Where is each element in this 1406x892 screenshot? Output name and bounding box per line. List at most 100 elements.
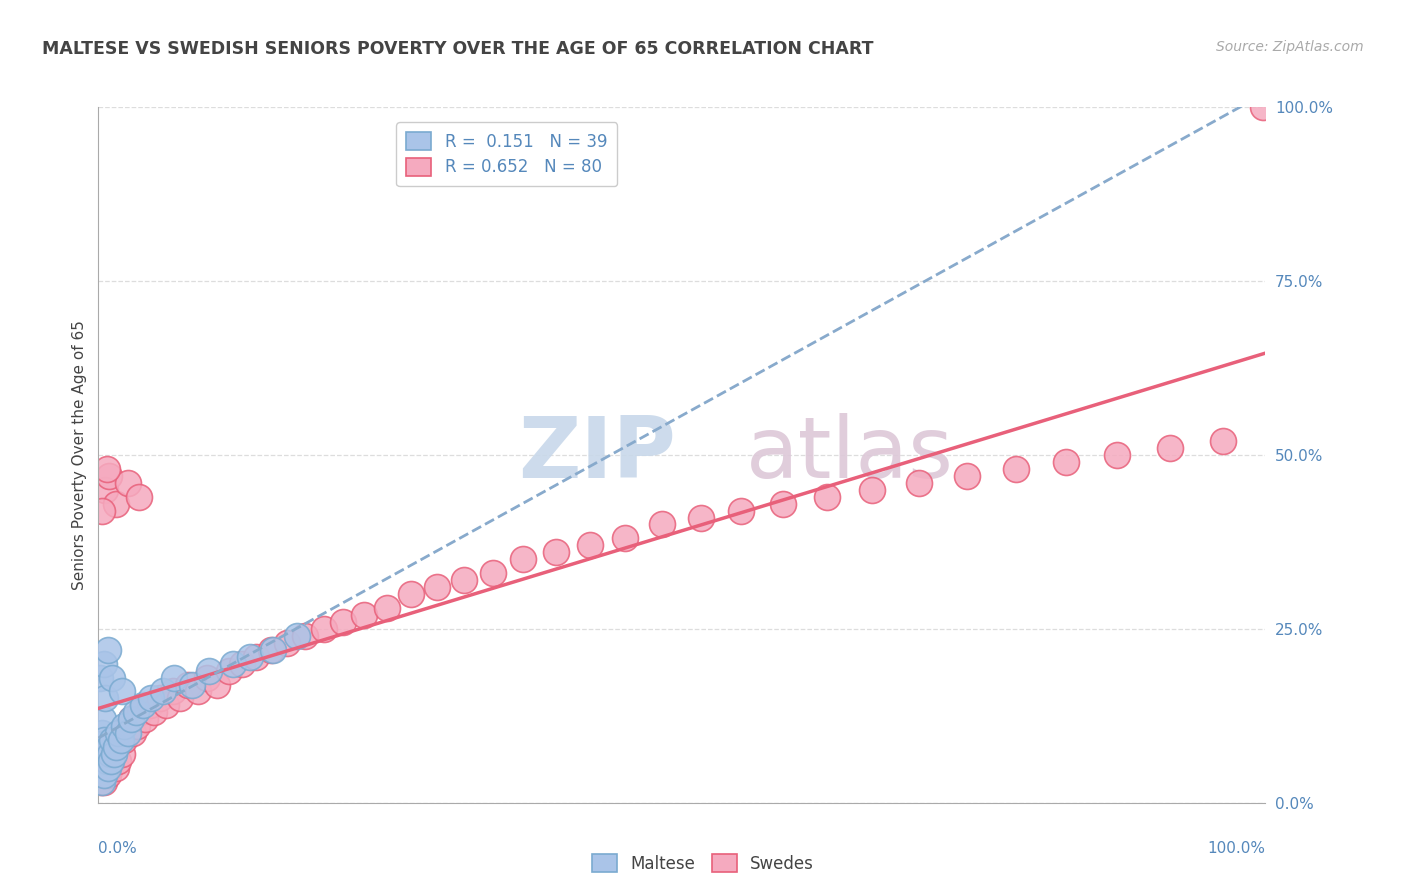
Point bbox=[260, 642, 283, 657]
Point bbox=[195, 671, 218, 685]
Point bbox=[231, 657, 253, 671]
Point bbox=[108, 726, 131, 740]
Point bbox=[90, 740, 112, 755]
Point bbox=[93, 754, 115, 768]
Point bbox=[218, 664, 240, 678]
Text: atlas: atlas bbox=[747, 413, 955, 497]
Legend: R =  0.151   N = 39, R = 0.652   N = 80: R = 0.151 N = 39, R = 0.652 N = 80 bbox=[396, 122, 617, 186]
Text: 0.0%: 0.0% bbox=[98, 841, 138, 856]
Point bbox=[353, 607, 375, 622]
Point bbox=[512, 552, 534, 566]
Point bbox=[294, 629, 316, 643]
Point bbox=[1212, 434, 1234, 448]
Point bbox=[128, 490, 150, 504]
Point bbox=[169, 691, 191, 706]
Point bbox=[117, 726, 139, 740]
Point bbox=[276, 636, 298, 650]
Point bbox=[482, 566, 505, 581]
Point bbox=[97, 761, 120, 775]
Point bbox=[97, 747, 120, 761]
Point bbox=[91, 712, 114, 726]
Point bbox=[91, 747, 114, 761]
Point bbox=[110, 733, 132, 747]
Point bbox=[103, 747, 125, 761]
Point bbox=[426, 580, 449, 594]
Point bbox=[97, 642, 120, 657]
Point bbox=[122, 726, 145, 740]
Point bbox=[107, 726, 129, 740]
Point bbox=[149, 691, 172, 706]
Point bbox=[163, 671, 186, 685]
Point bbox=[613, 532, 636, 546]
Point bbox=[332, 615, 354, 629]
Point bbox=[1107, 448, 1129, 462]
Point bbox=[91, 754, 114, 768]
Point bbox=[96, 754, 118, 768]
Point bbox=[730, 503, 752, 517]
Point bbox=[101, 733, 124, 747]
Point bbox=[312, 622, 335, 636]
Point bbox=[104, 497, 127, 511]
Point bbox=[262, 642, 284, 657]
Point bbox=[907, 475, 929, 490]
Point bbox=[152, 684, 174, 698]
Point bbox=[125, 719, 148, 733]
Text: MALTESE VS SWEDISH SENIORS POVERTY OVER THE AGE OF 65 CORRELATION CHART: MALTESE VS SWEDISH SENIORS POVERTY OVER … bbox=[42, 40, 873, 58]
Point bbox=[90, 761, 112, 775]
Point bbox=[107, 754, 129, 768]
Point bbox=[90, 761, 112, 775]
Point bbox=[94, 747, 117, 761]
Point bbox=[375, 601, 398, 615]
Point bbox=[239, 649, 262, 664]
Point bbox=[101, 671, 124, 685]
Point bbox=[96, 462, 118, 476]
Point bbox=[115, 726, 138, 740]
Point bbox=[139, 698, 162, 713]
Point bbox=[139, 691, 162, 706]
Point bbox=[90, 775, 112, 789]
Point bbox=[1159, 441, 1181, 455]
Point bbox=[453, 573, 475, 587]
Point bbox=[97, 468, 120, 483]
Point bbox=[89, 671, 111, 685]
Legend: Maltese, Swedes: Maltese, Swedes bbox=[585, 847, 821, 880]
Point bbox=[221, 657, 243, 671]
Point bbox=[111, 684, 134, 698]
Point bbox=[860, 483, 883, 497]
Point bbox=[104, 740, 127, 755]
Point bbox=[117, 475, 139, 490]
Point bbox=[180, 677, 202, 691]
Point bbox=[118, 719, 141, 733]
Point bbox=[104, 740, 127, 755]
Point bbox=[956, 468, 979, 483]
Point bbox=[94, 691, 117, 706]
Point bbox=[103, 747, 125, 761]
Point bbox=[89, 768, 111, 782]
Point bbox=[132, 698, 155, 713]
Point bbox=[93, 775, 115, 789]
Point bbox=[689, 510, 711, 524]
Text: ZIP: ZIP bbox=[519, 413, 676, 497]
Point bbox=[143, 706, 166, 720]
Point bbox=[101, 754, 124, 768]
Point bbox=[93, 733, 115, 747]
Point bbox=[162, 684, 184, 698]
Point bbox=[245, 649, 267, 664]
Point bbox=[90, 775, 112, 789]
Point bbox=[651, 517, 673, 532]
Point bbox=[105, 733, 128, 747]
Point bbox=[90, 754, 112, 768]
Point bbox=[578, 538, 600, 552]
Point bbox=[1251, 100, 1274, 114]
Point bbox=[93, 768, 115, 782]
Point bbox=[399, 587, 422, 601]
Point bbox=[544, 545, 567, 559]
Point bbox=[96, 740, 118, 755]
Text: Source: ZipAtlas.com: Source: ZipAtlas.com bbox=[1216, 40, 1364, 54]
Text: 100.0%: 100.0% bbox=[1208, 841, 1265, 856]
Point bbox=[91, 768, 114, 782]
Point bbox=[97, 768, 120, 782]
Point bbox=[100, 754, 122, 768]
Point bbox=[111, 747, 134, 761]
Point bbox=[155, 698, 177, 713]
